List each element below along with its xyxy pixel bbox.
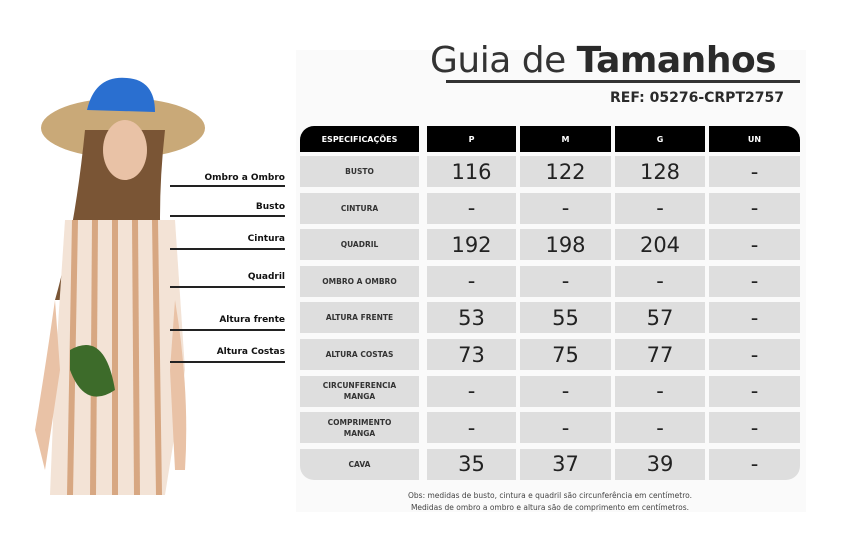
size-value: -: [709, 339, 800, 370]
product-ref: REF: 05276-CRPT2757: [610, 90, 784, 106]
size-value: -: [520, 265, 611, 297]
model-photo: [35, 77, 205, 495]
pointer-line: [170, 248, 285, 250]
size-value: -: [615, 412, 705, 444]
size-value: -: [709, 156, 800, 187]
size-value: 192: [427, 229, 516, 261]
body-label: Cintura: [247, 234, 285, 244]
size-value: -: [520, 192, 611, 224]
spec-label: QUADRIL: [300, 229, 419, 261]
column-header: ESPECIFICAÇÕES: [300, 126, 419, 152]
size-value: 116: [427, 156, 516, 187]
body-label: Busto: [255, 202, 285, 212]
spec-label: COMPRIMENTO MANGA: [300, 412, 419, 444]
size-value: -: [520, 412, 611, 444]
spec-label: CINTURA: [300, 192, 419, 224]
pointer-line: [170, 329, 285, 331]
size-value: -: [427, 412, 516, 444]
size-value: 55: [520, 302, 611, 334]
size-value: -: [615, 375, 705, 407]
body-label: Ombro a Ombro: [204, 173, 285, 183]
size-value: 73: [427, 339, 516, 370]
pointer-line: [170, 286, 285, 288]
size-value: 128: [615, 156, 705, 187]
size-value: 39: [615, 448, 705, 480]
spec-label: ALTURA FRENTE: [300, 302, 419, 334]
size-value: -: [709, 229, 800, 261]
spec-label: CAVA: [300, 448, 419, 480]
size-value: 122: [520, 156, 611, 187]
title-underline: [446, 80, 800, 83]
column-header: M: [520, 126, 611, 152]
page-title: Guia de Tamanhos: [430, 40, 777, 81]
size-value: 53: [427, 302, 516, 334]
size-value: -: [427, 192, 516, 224]
size-value: -: [427, 375, 516, 407]
size-value: -: [709, 302, 800, 334]
column-header: UN: [709, 126, 800, 152]
note-line: Obs: medidas de busto, cintura e quadril…: [408, 491, 692, 500]
column-header: G: [615, 126, 705, 152]
body-label: Altura Costas: [216, 347, 285, 357]
spec-label: OMBRO A OMBRO: [300, 265, 419, 297]
pointer-line: [170, 185, 285, 187]
measurement-note: Obs: medidas de busto, cintura e quadril…: [350, 490, 750, 514]
body-label: Quadril: [247, 272, 285, 282]
size-value: 35: [427, 448, 516, 480]
size-value: -: [709, 192, 800, 224]
size-value: -: [709, 265, 800, 297]
size-value: -: [520, 375, 611, 407]
pointer-line: [170, 361, 285, 363]
size-value: -: [615, 192, 705, 224]
size-value: 75: [520, 339, 611, 370]
body-label: Altura frente: [219, 315, 285, 325]
size-value: 77: [615, 339, 705, 370]
size-value: -: [709, 375, 800, 407]
spec-label: CIRCUNFERENCIA MANGA: [300, 375, 419, 407]
size-value: -: [615, 265, 705, 297]
size-value: -: [709, 448, 800, 480]
size-value: 204: [615, 229, 705, 261]
size-value: -: [709, 412, 800, 444]
size-value: -: [427, 265, 516, 297]
note-line: Medidas de ombro a ombro e altura são de…: [410, 503, 690, 512]
column-header: P: [427, 126, 516, 152]
size-value: 198: [520, 229, 611, 261]
size-value: 37: [520, 448, 611, 480]
size-value: 57: [615, 302, 705, 334]
spec-label: BUSTO: [300, 156, 419, 187]
spec-label: ALTURA COSTAS: [300, 339, 419, 370]
pointer-line: [170, 215, 285, 217]
